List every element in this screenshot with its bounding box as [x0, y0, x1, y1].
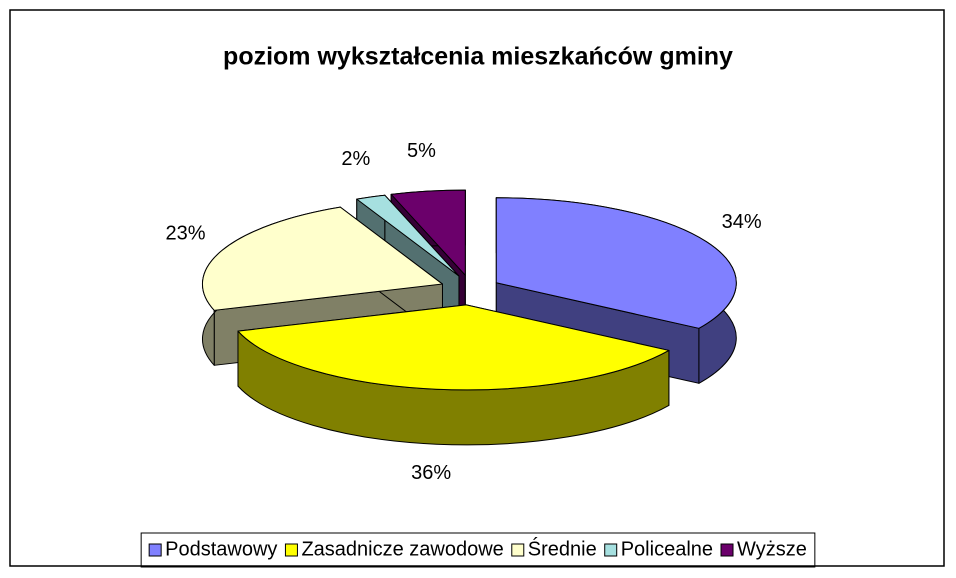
legend-swatch: [604, 543, 618, 557]
slice: [356, 194, 460, 277]
legend-label: Podstawowy: [165, 538, 277, 560]
legend-swatch: [148, 543, 162, 557]
chart-title: poziom wykształcenia mieszkańców gminy: [223, 43, 733, 71]
chart-frame: [9, 9, 945, 567]
legend-swatch: [720, 543, 734, 557]
legend-label: Średnie: [528, 536, 597, 560]
legend-label: Policealne: [621, 538, 713, 560]
legend-swatch: [284, 543, 298, 557]
slice: [495, 197, 737, 329]
data-label: 34%: [722, 211, 762, 233]
legend-swatch: [511, 543, 525, 557]
data-label: 2%: [341, 148, 370, 170]
legend-label: Wyższe: [737, 538, 807, 560]
slice: [201, 206, 443, 311]
legend-frame: [140, 532, 816, 568]
slice: [390, 189, 466, 276]
data-label: 36%: [411, 462, 451, 484]
legend-label: Zasadnicze zawodowe: [301, 538, 503, 560]
slice: [237, 304, 670, 391]
data-label: 5%: [407, 140, 436, 162]
data-label: 23%: [165, 223, 205, 245]
